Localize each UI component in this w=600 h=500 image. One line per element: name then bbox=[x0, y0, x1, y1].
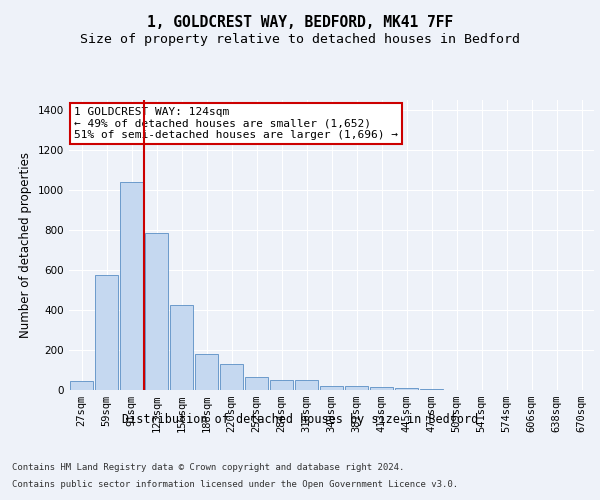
Bar bbox=[195, 354, 218, 390]
Bar bbox=[420, 389, 443, 390]
Bar bbox=[395, 388, 418, 390]
Bar bbox=[270, 380, 293, 390]
Bar bbox=[220, 364, 243, 390]
Text: Distribution of detached houses by size in Bedford: Distribution of detached houses by size … bbox=[122, 412, 478, 426]
Bar bbox=[120, 182, 143, 390]
Bar bbox=[245, 377, 268, 390]
Bar bbox=[95, 275, 118, 390]
Bar bbox=[170, 305, 193, 390]
Bar bbox=[345, 386, 368, 390]
Text: 1 GOLDCREST WAY: 124sqm
← 49% of detached houses are smaller (1,652)
51% of semi: 1 GOLDCREST WAY: 124sqm ← 49% of detache… bbox=[74, 108, 398, 140]
Bar bbox=[295, 380, 318, 390]
Text: Contains HM Land Registry data © Crown copyright and database right 2024.: Contains HM Land Registry data © Crown c… bbox=[12, 462, 404, 471]
Text: Contains public sector information licensed under the Open Government Licence v3: Contains public sector information licen… bbox=[12, 480, 458, 489]
Bar bbox=[145, 233, 168, 390]
Bar bbox=[320, 386, 343, 390]
Text: Size of property relative to detached houses in Bedford: Size of property relative to detached ho… bbox=[80, 32, 520, 46]
Text: 1, GOLDCREST WAY, BEDFORD, MK41 7FF: 1, GOLDCREST WAY, BEDFORD, MK41 7FF bbox=[147, 15, 453, 30]
Y-axis label: Number of detached properties: Number of detached properties bbox=[19, 152, 32, 338]
Bar bbox=[370, 387, 393, 390]
Bar bbox=[70, 381, 93, 390]
